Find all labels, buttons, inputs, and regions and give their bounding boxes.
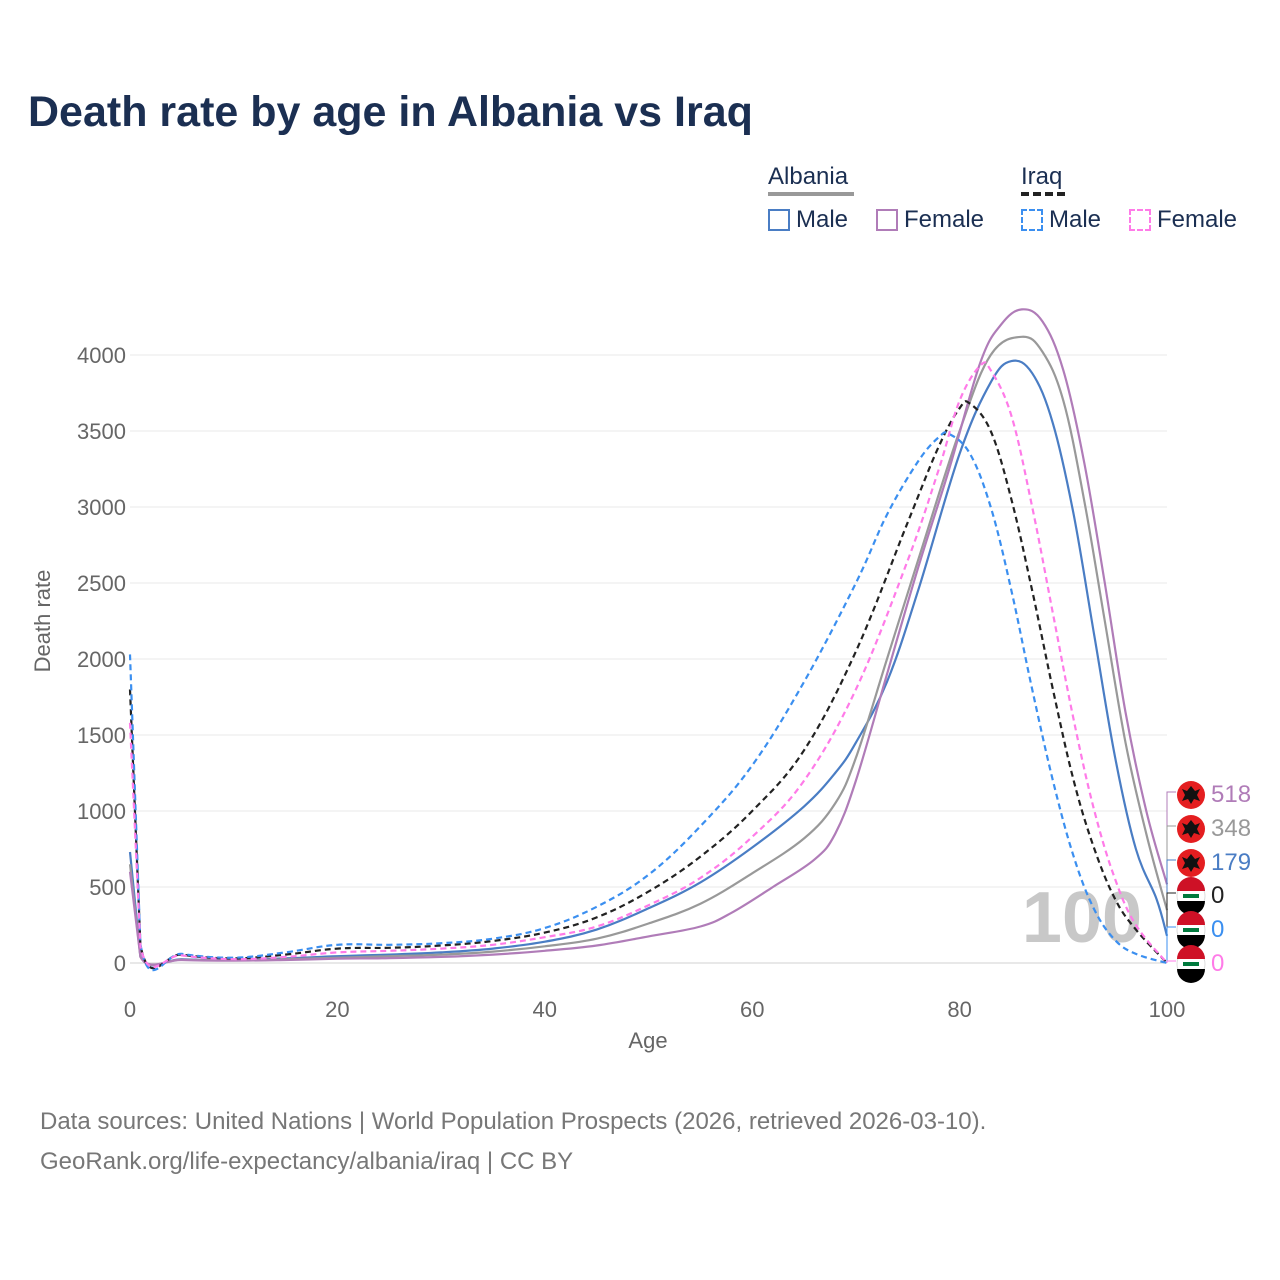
y-tick-label: 500 [89,875,126,900]
legend-label-albania-female: Female [904,206,985,233]
y-tick-label: 3500 [77,419,126,444]
legend-country-albania[interactable]: Albania [768,163,849,190]
end-label-connector [1166,859,1176,936]
iraq-flag-black-band [1177,901,1205,915]
x-axis-ticks: 0 20 40 60 80 100 [124,997,1185,1022]
series-line-albania-female [128,308,1169,966]
legend-item-iraq-male[interactable]: Male [1021,206,1101,234]
y-tick-label: 2500 [77,571,126,596]
end-label-value: 0 [1211,882,1224,909]
x-tick-label: 100 [1149,997,1186,1022]
x-tick-label: 20 [325,997,349,1022]
x-tick-label: 80 [947,997,971,1022]
footer-source: Data sources: United Nations | World Pop… [40,1108,987,1135]
end-label-connector [1166,892,1176,963]
end-label-flag-albania [1177,849,1205,877]
legend-item-albania-male[interactable]: Male [768,206,848,234]
y-tick-label: 2000 [77,647,126,672]
legend-item-albania-female[interactable]: Female [876,206,984,234]
x-axis-label: Age [628,1028,667,1053]
series-lines [128,308,1169,972]
end-label-flag-albania [1177,781,1205,809]
end-label-connector [1166,825,1176,911]
iraq-flag-black-band [1177,935,1205,949]
series-line-iraq-male [128,431,1168,972]
iraq-flag-script [1183,928,1199,932]
footer-credit[interactable]: GeoRank.org/life-expectancy/albania/iraq… [40,1148,574,1175]
end-label-value: 518 [1211,781,1251,808]
eagle-icon [1182,786,1200,804]
iraq-flag-script [1183,962,1199,966]
y-axis-label: Death rate [30,570,55,673]
y-tick-label: 1500 [77,723,126,748]
end-label-value: 179 [1211,849,1251,876]
end-label-connector [1166,926,1176,963]
x-tick-label: 60 [740,997,764,1022]
y-tick-label: 1000 [77,799,126,824]
end-label-flag-albania [1177,815,1205,843]
end-label-value: 348 [1211,815,1251,842]
legend-label-iraq-female: Female [1157,206,1238,233]
end-labels: 518 348 179 0 0 0 [1166,781,1251,983]
iraq-flag-script [1183,894,1199,898]
grid-lines [130,354,1167,964]
current-age-label: 100 [1022,878,1142,958]
legend-country-iraq[interactable]: Iraq [1021,163,1063,190]
x-tick-label: 0 [124,997,136,1022]
iraq-flag-red-band [1177,945,1205,959]
legend-swatch-albania-female [876,209,898,231]
legend-underline-iraq [1021,192,1067,196]
series-line-iraq-both-sexes [128,400,1168,970]
legend-swatch-iraq-female [1129,209,1151,231]
end-label-connector [1166,791,1176,885]
end-label-flag-iraq [1176,945,1206,983]
chart-title: Death rate by age in Albania vs Iraq [28,88,753,136]
iraq-flag-red-band [1177,877,1205,891]
eagle-icon [1182,854,1200,872]
end-label-value: 0 [1211,950,1224,977]
end-label-flag-iraq [1176,911,1206,949]
end-label-flag-iraq [1176,877,1206,915]
y-tick-label: 0 [114,951,126,976]
y-tick-label: 4000 [77,343,126,368]
end-label-connector [1166,960,1176,963]
legend-label-albania-male: Male [796,206,849,233]
y-tick-label: 3000 [77,495,126,520]
iraq-flag-black-band [1177,969,1205,983]
series-line-iraq-female [128,361,1168,968]
eagle-icon [1182,820,1200,838]
legend-label-iraq-male: Male [1049,206,1102,233]
legend-swatch-iraq-male [1021,209,1043,231]
legend-underline-albania [768,192,854,196]
iraq-flag-red-band [1177,911,1205,925]
end-label-value: 0 [1211,916,1224,943]
series-line-albania-male [128,359,1169,967]
legend-item-iraq-female[interactable]: Female [1129,206,1237,234]
y-axis-ticks: 0 500 1000 1500 2000 2500 3000 3500 4000 [77,343,126,976]
x-tick-label: 40 [533,997,557,1022]
legend-swatch-albania-male [768,209,790,231]
